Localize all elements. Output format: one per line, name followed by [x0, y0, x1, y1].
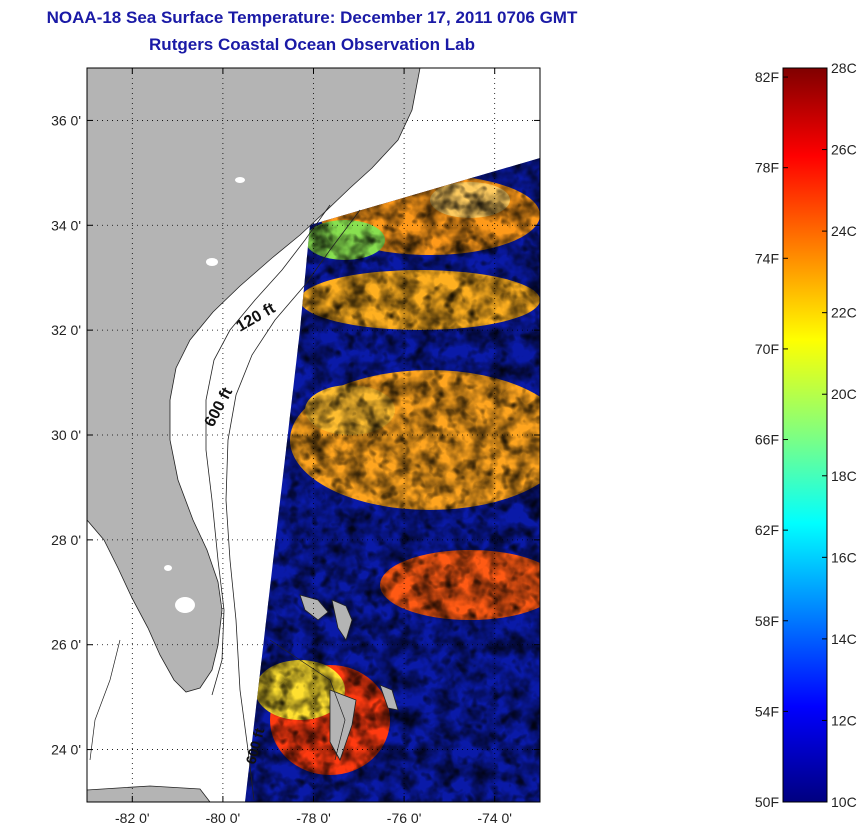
- contour-600ft: [225, 209, 361, 801]
- lat-tick-label: 24 0': [51, 742, 81, 758]
- lon-tick-label: -76 0': [387, 810, 422, 826]
- lat-tick-label: 36 0': [51, 112, 81, 128]
- land-bahamas-4: [379, 684, 399, 711]
- colorbar-label-fahrenheit: 54F: [755, 703, 779, 719]
- colorbar-label-celsius: 20C: [831, 386, 857, 402]
- colorbar-label-fahrenheit: 58F: [755, 613, 779, 629]
- colorbar-label-fahrenheit: 74F: [755, 250, 779, 266]
- colorbar-label-fahrenheit: 62F: [755, 522, 779, 538]
- colorbar-ticks: 28C 26C 24C 22C 20C 18C 16C 14C 12C 10C 82F 78F 74F 7…: [755, 60, 857, 810]
- map-grid: [87, 68, 540, 802]
- lon-tick-label: -80 0': [206, 810, 241, 826]
- colorbar-label-celsius: 26C: [831, 142, 857, 158]
- colorbar-label-fahrenheit: 70F: [755, 341, 779, 357]
- colorbar-label-fahrenheit: 82F: [755, 69, 779, 85]
- lat-tick-label: 30 0': [51, 427, 81, 443]
- colorbar-label-celsius: 22C: [831, 305, 857, 321]
- colorbar-label-celsius: 28C: [831, 60, 857, 76]
- colorbar-label-fahrenheit: 50F: [755, 794, 779, 810]
- lake-okeechobee: [175, 597, 195, 613]
- contour-120ft: [205, 204, 331, 696]
- colorbar-label-celsius: 18C: [831, 468, 857, 484]
- lon-tick-label: -78 0': [296, 810, 331, 826]
- map-axes: -82 0' -80 0' -78 0' -76 0' -74 0' 24 0' 26 0'…: [51, 68, 540, 826]
- land-mainland: [87, 68, 421, 693]
- lat-tick-label: 32 0': [51, 322, 81, 338]
- land-bahamas-1: [299, 594, 329, 621]
- lat-tick-label: 28 0': [51, 532, 81, 548]
- land-bahamas-2: [331, 599, 353, 641]
- lat-tick-label: 26 0': [51, 637, 81, 653]
- contour-shelf: [89, 639, 121, 761]
- land-cuba: [87, 785, 211, 802]
- contour-shelf: [269, 639, 346, 761]
- lake: [206, 258, 218, 266]
- map-subtitle: Rutgers Coastal Ocean Observation Lab: [149, 35, 475, 54]
- colorbar-label-fahrenheit: 66F: [755, 432, 779, 448]
- lake: [235, 177, 245, 183]
- colorbar-label-celsius: 10C: [831, 794, 857, 810]
- colorbar-label-fahrenheit: 78F: [755, 160, 779, 176]
- colorbar-label-celsius: 16C: [831, 549, 857, 565]
- colorbar-label-celsius: 24C: [831, 223, 857, 239]
- land-bahamas-3: [329, 689, 357, 761]
- colorbar-label-celsius: 12C: [831, 712, 857, 728]
- lon-tick-label: -82 0': [115, 810, 150, 826]
- colorbar-label-celsius: 14C: [831, 631, 857, 647]
- lat-tick-label: 34 0': [51, 217, 81, 233]
- lon-tick-label: -74 0': [477, 810, 512, 826]
- map-title: NOAA-18 Sea Surface Temperature: Decembe…: [46, 8, 578, 27]
- colorbar: [782, 67, 828, 803]
- lake: [164, 565, 172, 571]
